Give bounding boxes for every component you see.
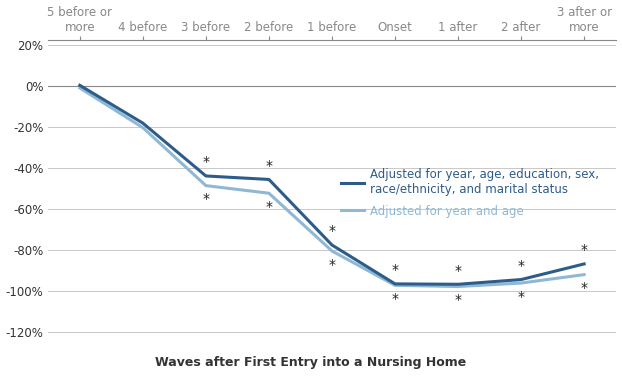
Adjusted for year and age <box>76 86 83 90</box>
Text: *: * <box>202 155 210 169</box>
Adjusted for year and age <box>328 249 336 253</box>
Adjusted for year and age <box>139 126 147 130</box>
Line: Adjusted for year and age: Adjusted for year and age <box>80 88 584 287</box>
Adjusted for year, age, education, sex,
race/ethnicity, and marital status <box>454 282 462 287</box>
Text: *: * <box>518 290 524 303</box>
Adjusted for year and age <box>265 191 272 196</box>
Adjusted for year and age <box>518 281 525 285</box>
Text: *: * <box>391 292 399 306</box>
Text: *: * <box>328 224 335 238</box>
Line: Adjusted for year, age, education, sex,
race/ethnicity, and marital status: Adjusted for year, age, education, sex, … <box>80 85 584 284</box>
Adjusted for year and age <box>391 283 399 288</box>
Text: *: * <box>455 293 462 307</box>
Adjusted for year and age <box>202 183 210 188</box>
Adjusted for year, age, education, sex,
race/ethnicity, and marital status <box>76 83 83 87</box>
Text: *: * <box>518 259 524 273</box>
Adjusted for year, age, education, sex,
race/ethnicity, and marital status <box>202 174 210 178</box>
Adjusted for year and age <box>454 284 462 289</box>
Text: *: * <box>266 200 272 214</box>
Text: *: * <box>391 263 399 277</box>
Adjusted for year, age, education, sex,
race/ethnicity, and marital status <box>139 121 147 126</box>
Adjusted for year and age <box>580 272 588 277</box>
Adjusted for year, age, education, sex,
race/ethnicity, and marital status <box>328 243 336 247</box>
Text: *: * <box>266 159 272 173</box>
Adjusted for year, age, education, sex,
race/ethnicity, and marital status <box>391 282 399 286</box>
Text: *: * <box>455 264 462 278</box>
Text: *: * <box>328 257 335 271</box>
Adjusted for year, age, education, sex,
race/ethnicity, and marital status <box>518 277 525 282</box>
Text: *: * <box>581 281 588 295</box>
Text: *: * <box>581 244 588 257</box>
Text: Waves after First Entry into a Nursing Home: Waves after First Entry into a Nursing H… <box>156 357 466 369</box>
Text: *: * <box>202 192 210 206</box>
Adjusted for year, age, education, sex,
race/ethnicity, and marital status <box>580 262 588 266</box>
Adjusted for year, age, education, sex,
race/ethnicity, and marital status <box>265 177 272 182</box>
Legend: Adjusted for year, age, education, sex,
race/ethnicity, and marital status, Adju: Adjusted for year, age, education, sex, … <box>336 164 604 222</box>
